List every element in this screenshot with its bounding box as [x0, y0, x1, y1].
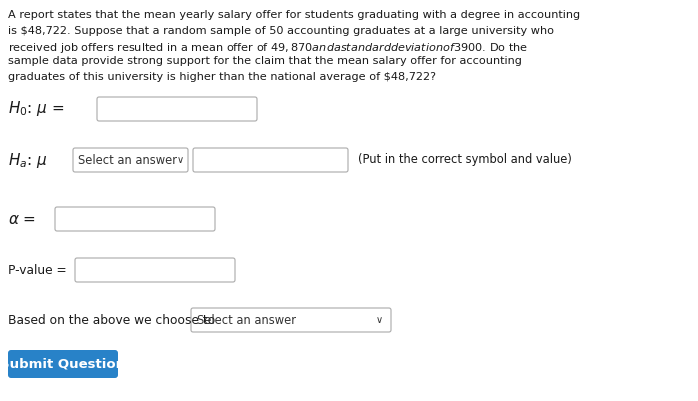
FancyBboxPatch shape [55, 207, 215, 231]
Text: Based on the above we choose to: Based on the above we choose to [8, 314, 215, 326]
FancyBboxPatch shape [193, 148, 348, 172]
FancyBboxPatch shape [75, 258, 235, 282]
FancyBboxPatch shape [191, 308, 391, 332]
Text: $H_a$: $\mu$: $H_a$: $\mu$ [8, 150, 47, 170]
Text: $\alpha$ =: $\alpha$ = [8, 211, 36, 227]
Text: is $48,722. Suppose that a random sample of 50 accounting graduates at a large u: is $48,722. Suppose that a random sample… [8, 26, 554, 36]
FancyBboxPatch shape [8, 350, 118, 378]
Text: Submit Question: Submit Question [1, 358, 126, 371]
Text: received job offers resulted in a mean offer of $49,870 and a standard deviation: received job offers resulted in a mean o… [8, 41, 528, 55]
Text: Select an answer: Select an answer [197, 314, 296, 326]
Text: ∨: ∨ [376, 315, 383, 325]
Text: sample data provide strong support for the claim that the mean salary offer for : sample data provide strong support for t… [8, 57, 522, 67]
Text: graduates of this university is higher than the national average of $48,722?: graduates of this university is higher t… [8, 72, 436, 82]
FancyBboxPatch shape [97, 97, 257, 121]
Text: ∨: ∨ [177, 155, 184, 165]
Text: P-value =: P-value = [8, 263, 66, 277]
Text: (Put in the correct symbol and value): (Put in the correct symbol and value) [358, 154, 572, 166]
Text: A report states that the mean yearly salary offer for students graduating with a: A report states that the mean yearly sal… [8, 10, 580, 20]
FancyBboxPatch shape [73, 148, 188, 172]
Text: Select an answer: Select an answer [78, 154, 177, 166]
Text: $H_0$: $\mu$ =: $H_0$: $\mu$ = [8, 99, 64, 119]
